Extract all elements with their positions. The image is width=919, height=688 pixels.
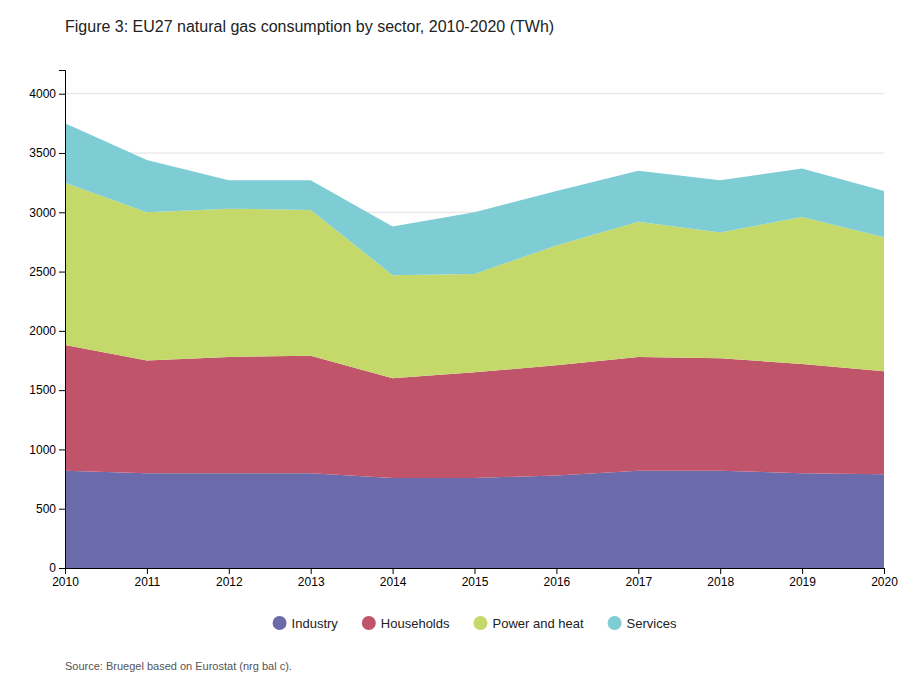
grid-line [65,93,884,94]
x-tick: 2013 [298,568,325,589]
x-tick: 2019 [789,568,816,589]
x-tick: 2017 [625,568,652,589]
x-tick-label: 2019 [789,575,816,589]
x-tick-label: 2010 [52,575,79,589]
x-tick-mark [147,568,148,574]
y-tick-mark [59,153,65,154]
y-tick-mark [59,568,65,569]
x-tick: 2015 [462,568,489,589]
legend-item: Power and heat [473,616,583,631]
y-tick-mark [59,94,65,95]
y-tick-mark [59,272,65,273]
x-tick: 2018 [707,568,734,589]
x-tick-label: 2018 [707,575,734,589]
x-tick-label: 2012 [216,575,243,589]
x-tick: 2011 [134,568,160,589]
y-tick-mark [59,331,65,332]
y-axis: 0 500 1000 1500 2000 2500 3000 3500 4000 [29,71,65,576]
y-tick: 3500 [29,146,65,160]
legend-swatch [362,616,376,630]
y-tick-label: 0 [49,561,56,575]
y-tick: 500 [36,502,65,516]
y-tick-label: 4000 [29,87,56,101]
x-tick-label: 2017 [625,575,652,589]
x-tick-mark [229,568,230,574]
legend-label: Industry [292,616,339,631]
legend-label: Services [627,616,677,631]
y-tick: 0 [49,561,65,575]
legend: Industry Households Power and heat Services [273,616,677,631]
y-tick-label: 1000 [29,443,56,457]
x-tick-mark [720,568,721,574]
legend-swatch [273,616,287,630]
chart: Figure 3: EU27 natural gas consumption b… [0,0,919,688]
y-axis-line [59,71,66,569]
y-tick-label: 3500 [29,146,56,160]
area [65,123,884,275]
x-tick: 2012 [216,568,243,589]
legend-item: Households [362,616,450,631]
x-tick-label: 2011 [134,575,160,589]
legend-label: Power and heat [492,616,583,631]
x-tick-label: 2014 [380,575,407,589]
x-axis: 2010 2011 2012 2013 2014 2015 2016 2017 2018 2019… [52,568,898,589]
y-tick-mark [59,509,65,510]
y-tick-mark [59,390,65,391]
y-tick-mark [59,449,65,450]
legend-item: Industry [273,616,339,631]
x-tick-mark [802,568,803,574]
y-tick: 1500 [29,383,65,397]
y-tick: 1000 [29,443,65,457]
x-tick: 2010 [52,568,79,589]
y-tick: 2000 [29,324,65,338]
x-tick: 2014 [380,568,407,589]
legend-label: Households [381,616,450,631]
legend-swatch [608,616,622,630]
grid [65,94,884,568]
y-tick: 3000 [29,206,65,220]
x-tick: 2020 [871,568,898,589]
x-tick-label: 2020 [871,575,898,589]
x-tick-mark [393,568,394,574]
x-tick-mark [638,568,639,574]
x-tick-mark [311,568,312,574]
grid-line [65,153,884,154]
y-tick: 2500 [29,265,65,279]
x-tick-mark [556,568,557,574]
y-tick: 4000 [29,87,65,101]
y-tick-label: 3000 [29,206,56,220]
x-tick-label: 2016 [544,575,571,589]
x-tick: 2016 [544,568,571,589]
title: Figure 3: EU27 natural gas consumption b… [65,18,554,35]
y-tick-label: 2500 [29,265,56,279]
y-tick-label: 1500 [29,383,56,397]
legend-swatch [473,616,487,630]
y-tick-label: 2000 [29,324,56,338]
y-tick-label: 500 [36,502,56,516]
y-tick-mark [59,212,65,213]
x-tick-mark [475,568,476,574]
legend-item: Services [608,616,677,631]
x-tick-mark [884,568,885,574]
x-tick-label: 2015 [462,575,489,589]
areas [65,123,884,568]
area [65,471,884,568]
x-tick-label: 2013 [298,575,325,589]
plot: 2010 2011 2012 2013 2014 2015 2016 2017 2018 2019… [29,71,898,589]
source: Source: Bruegel based on Eurostat (nrg b… [65,660,292,672]
x-axis-line [66,569,885,575]
